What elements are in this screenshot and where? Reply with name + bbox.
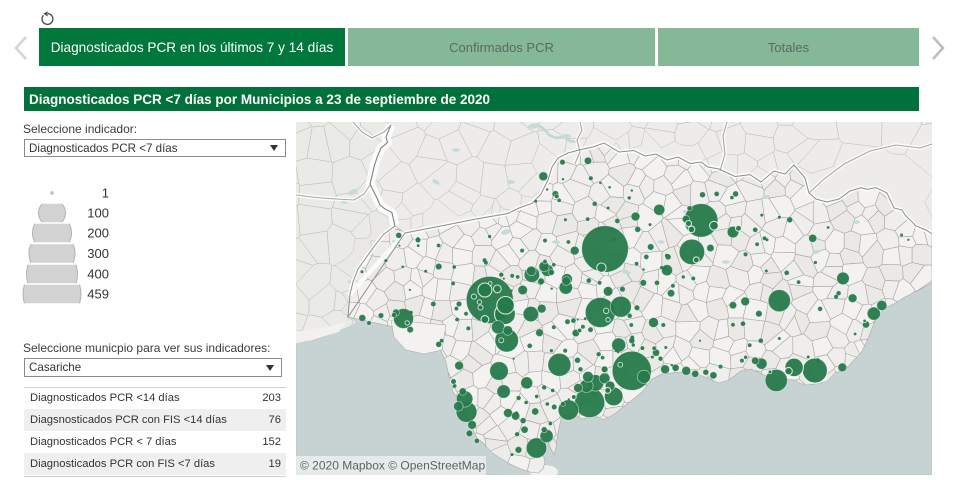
svg-text:300: 300 xyxy=(87,246,109,261)
svg-text:© 2020 Mapbox © OpenStreetMap: © 2020 Mapbox © OpenStreetMap xyxy=(300,459,485,473)
svg-text:1: 1 xyxy=(102,186,109,201)
svg-text:459: 459 xyxy=(87,287,109,302)
svg-text:200: 200 xyxy=(87,226,109,241)
svg-text:100: 100 xyxy=(87,206,109,221)
svg-text:400: 400 xyxy=(87,267,109,282)
